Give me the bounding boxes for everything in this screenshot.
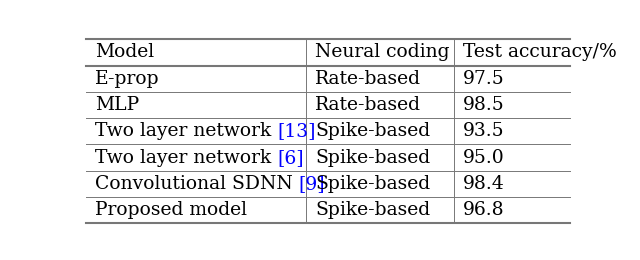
- Text: [6]: [6]: [277, 149, 304, 167]
- Text: 96.8: 96.8: [463, 201, 504, 219]
- Text: Rate-based: Rate-based: [315, 96, 421, 114]
- Text: Convolutional SDNN: Convolutional SDNN: [95, 175, 299, 193]
- Text: Spike-based: Spike-based: [315, 201, 430, 219]
- Text: [9]: [9]: [299, 175, 325, 193]
- Text: Spike-based: Spike-based: [315, 149, 430, 167]
- Text: Neural coding: Neural coding: [315, 43, 450, 61]
- Text: Two layer network: Two layer network: [95, 122, 277, 140]
- Text: [13]: [13]: [277, 122, 316, 140]
- Text: Model: Model: [95, 43, 154, 61]
- Text: 98.5: 98.5: [463, 96, 504, 114]
- Text: Proposed model: Proposed model: [95, 201, 247, 219]
- Text: Spike-based: Spike-based: [315, 122, 430, 140]
- Text: Two layer network: Two layer network: [95, 149, 277, 167]
- Text: Spike-based: Spike-based: [315, 175, 430, 193]
- Text: 95.0: 95.0: [463, 149, 504, 167]
- Text: Rate-based: Rate-based: [315, 70, 421, 88]
- Text: Test accuracy/%: Test accuracy/%: [463, 43, 616, 61]
- Text: E-prop: E-prop: [95, 70, 159, 88]
- Text: 98.4: 98.4: [463, 175, 504, 193]
- Text: 93.5: 93.5: [463, 122, 504, 140]
- Text: 97.5: 97.5: [463, 70, 504, 88]
- Text: MLP: MLP: [95, 96, 139, 114]
